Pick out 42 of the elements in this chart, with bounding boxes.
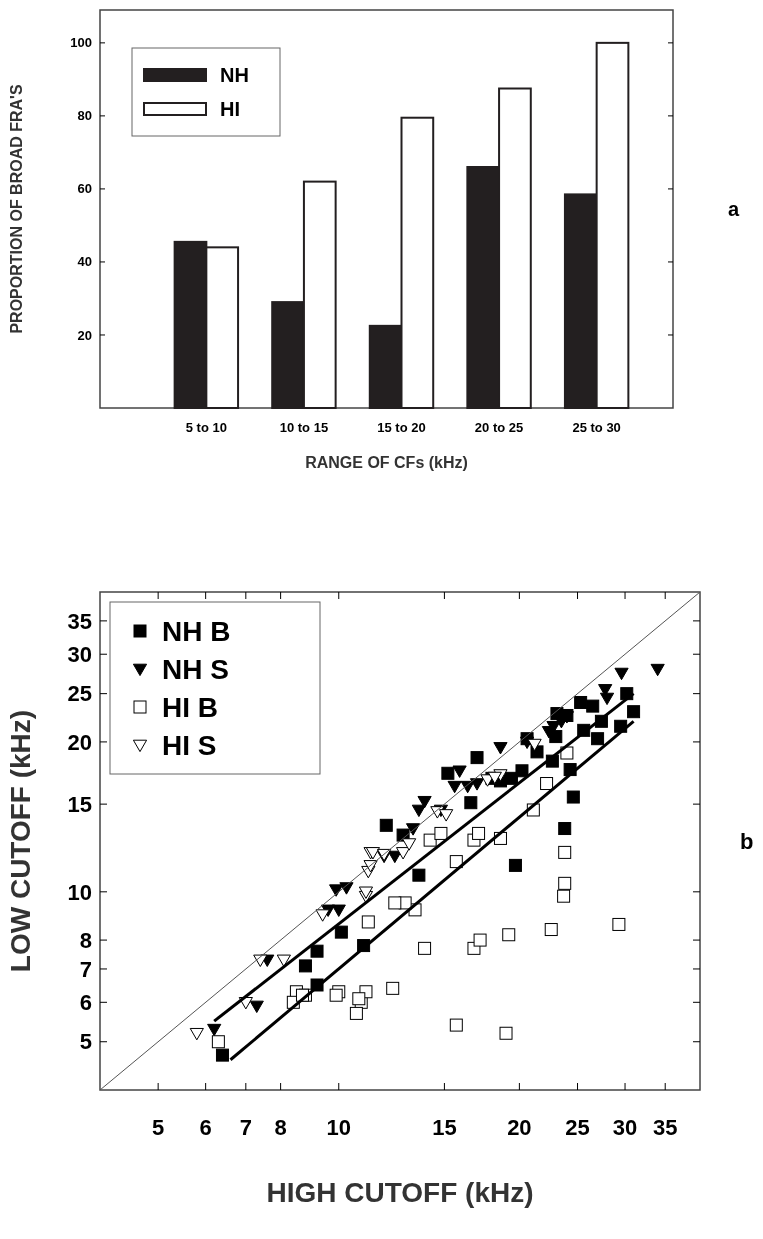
y-tick-label: 5 [79,1029,92,1055]
x-tick-label: 25 [565,1115,590,1140]
x-axis-title: RANGE OF CFs (kHz) [305,454,468,471]
y-tick-label: 20 [67,729,92,755]
x-tick-label: 5 [152,1115,165,1140]
y-axis-title: LOW CUTOFF (kHz) [5,709,36,973]
y-tick-label: 7 [79,956,92,982]
y-tick-label: 8 [79,927,92,953]
legend-label: HI [220,98,240,120]
text: a [728,198,740,220]
x-tick-label: 7 [239,1115,252,1140]
x-tick-label: 20 to 25 [474,420,524,435]
y-tick-label: 35 [67,608,92,634]
x-tick-label: 5 to 10 [185,420,227,435]
x-axis-title: HIGH CUTOFF (kHz) [266,1177,534,1208]
y-tick-label: 10 [67,879,92,905]
x-tick-label: 25 to 30 [572,420,621,435]
y-tick-label: 20 [77,327,92,343]
y-tick-label: 100 [70,35,92,51]
y-axis-title: PROPORTION OF BROAD FRA'S [8,84,25,334]
x-tick-label: 20 [507,1115,532,1140]
text: b [740,828,754,854]
x-tick-label: 15 to 20 [377,420,426,435]
x-tick-label: 35 [652,1115,678,1140]
x-tick-label: 15 [432,1115,457,1140]
x-tick-label: 10 to 15 [279,420,329,435]
y-tick-label: 30 [67,641,92,667]
y-tick-label: 15 [67,791,92,817]
legend-label: HI S [162,729,217,761]
y-tick-label: 6 [79,990,92,1016]
x-tick-label: 30 [612,1115,638,1140]
y-tick-label: 80 [77,108,92,124]
legend-label: NH B [162,615,231,647]
y-tick-label: 25 [67,681,92,707]
y-tick-label: 40 [77,254,92,270]
x-tick-label: 10 [326,1115,352,1140]
legend-label: NH S [162,653,229,685]
y-tick-label: 60 [77,181,92,197]
legend-label: HI B [162,691,218,723]
legend-label: NH [220,64,249,86]
x-tick-label: 8 [274,1115,287,1140]
x-tick-label: 6 [199,1115,212,1140]
